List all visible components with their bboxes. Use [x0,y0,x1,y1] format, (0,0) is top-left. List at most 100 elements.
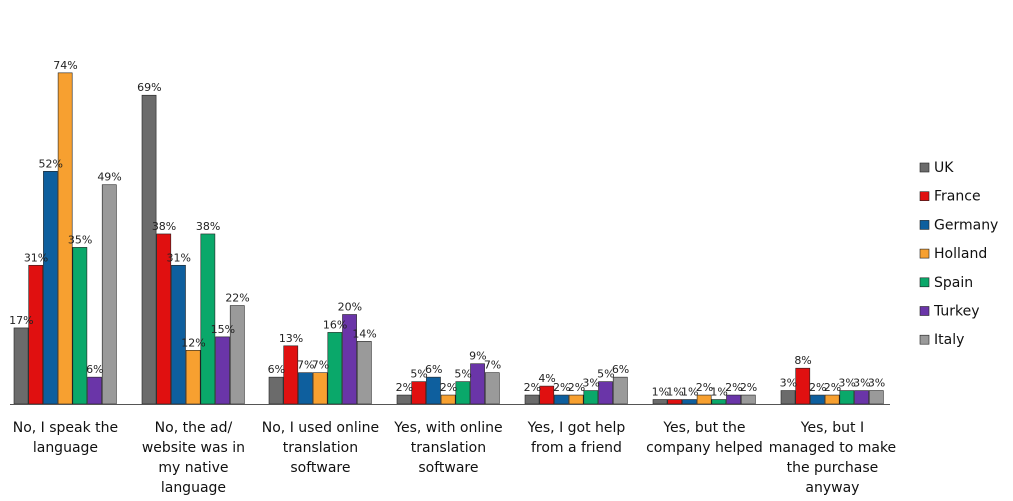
bar-italy-0 [101,184,117,405]
bar-germany-0 [43,171,58,405]
bar-germany-3 [426,376,441,405]
legend-label-turkey: Turkey [933,304,980,320]
data-label-holland-5: 2% [696,381,713,394]
bar-france-5 [667,399,683,405]
legend-swatch-italy [919,334,930,345]
bar-germany-1 [171,264,186,405]
bar-france-0 [28,264,44,405]
data-label-uk-4: 2% [524,381,541,394]
bar-holland-6 [824,394,840,405]
data-label-germany-0: 52% [39,157,63,170]
legend-swatch-turkey [919,306,930,316]
bar-spain-4 [583,390,599,405]
bar-uk-3 [396,394,412,405]
bar-france-6 [795,367,811,405]
data-label-uk-6: 3% [780,377,797,390]
bar-germany-4 [554,394,569,405]
data-label-italy-6: 3% [868,377,885,390]
bar-italy-1 [229,305,245,405]
bar-uk-1 [141,94,157,405]
data-label-germany-5: 1% [681,386,698,399]
bar-turkey-4 [598,381,613,405]
data-label-france-4: 4% [538,372,555,385]
legend-swatch-spain [919,277,930,288]
data-label-turkey-0: 6% [86,363,103,376]
bar-spain-1 [200,233,216,405]
bar-turkey-3 [470,363,485,405]
bar-france-2 [283,345,299,405]
data-label-holland-3: 2% [440,381,457,394]
bar-holland-3 [440,394,456,405]
data-label-france-6: 8% [794,354,811,367]
bar-italy-3 [484,372,500,405]
bar-turkey-0 [87,376,102,405]
category-label-3: Yes, with online translation software [393,420,502,476]
bar-italy-5 [740,394,756,405]
data-label-holland-2: 7% [312,359,329,372]
data-label-germany-2: 7% [297,359,314,372]
legend-label-holland: Holland [934,246,987,262]
bar-italy-4 [612,376,628,405]
data-label-turkey-6: 3% [853,377,870,390]
bar-france-4 [539,385,555,405]
data-label-spain-6: 3% [838,377,855,390]
bar-italy-2 [356,341,372,405]
data-label-france-1: 38% [152,220,176,233]
data-label-spain-2: 16% [323,318,347,331]
data-label-france-2: 13% [279,332,303,345]
bar-turkey-5 [726,394,741,405]
data-label-germany-1: 31% [167,251,191,264]
data-label-holland-4: 2% [568,381,585,394]
category-label-5: Yes, but the company helped [646,420,763,456]
legend-label-italy: Italy [934,332,964,348]
bar-uk-4 [524,394,540,405]
data-label-spain-4: 3% [582,377,599,390]
bar-holland-2 [312,372,328,405]
bar-uk-0 [13,327,29,405]
data-label-uk-1: 69% [137,81,161,94]
data-labels-group: 17% 31% 52% 74% 35% 6% 49% 69% 38% 31% 12% 38% 15% 22… [9,59,885,399]
data-label-turkey-4: 5% [597,368,614,381]
data-label-spain-3: 5% [454,368,471,381]
data-label-germany-3: 6% [425,363,442,376]
bar-italy-6 [868,390,884,405]
data-label-uk-2: 6% [268,363,285,376]
data-label-italy-3: 7% [484,359,501,372]
bars-group [13,72,884,405]
category-labels-group: No, I speak the language No, the ad/websit… [13,420,896,496]
data-label-uk-0: 17% [9,314,33,327]
legend-swatch-germany [919,220,930,230]
data-label-germany-6: 2% [809,381,826,394]
bar-uk-2 [268,376,284,405]
bar-spain-5 [711,399,727,405]
legend-label-germany: Germany [934,217,998,233]
data-label-spain-1: 38% [196,220,220,233]
data-label-holland-6: 2% [824,381,841,394]
legend-swatch-uk [919,162,930,173]
bar-france-3 [411,381,427,405]
bar-uk-6 [780,390,796,405]
bar-turkey-6 [854,390,869,405]
legend-label-france: France [934,189,981,205]
data-label-germany-4: 2% [553,381,570,394]
bar-turkey-1 [215,336,230,405]
data-label-holland-1: 12% [181,336,205,349]
category-label-1: No, the ad/website was in my native langua… [142,420,245,496]
bar-germany-2 [298,372,313,405]
bar-germany-5 [682,399,697,405]
data-label-france-3: 5% [410,368,427,381]
data-label-turkey-2: 20% [338,301,362,314]
data-label-turkey-1: 15% [211,323,235,336]
data-label-france-5: 1% [666,386,683,399]
legend-label-uk: UK [934,160,954,176]
category-label-2: No, I used online translation software [262,420,379,476]
data-label-france-0: 31% [24,251,48,264]
legend-label-spain: Spain [934,275,973,291]
data-label-holland-0: 74% [53,59,77,72]
data-label-italy-0: 49% [97,171,121,184]
category-label-4: Yes, I got help from a friend [527,420,626,456]
legend-swatch-holland [919,248,930,259]
category-label-0: No, I speak the language [13,420,118,456]
bar-uk-5 [652,399,668,405]
